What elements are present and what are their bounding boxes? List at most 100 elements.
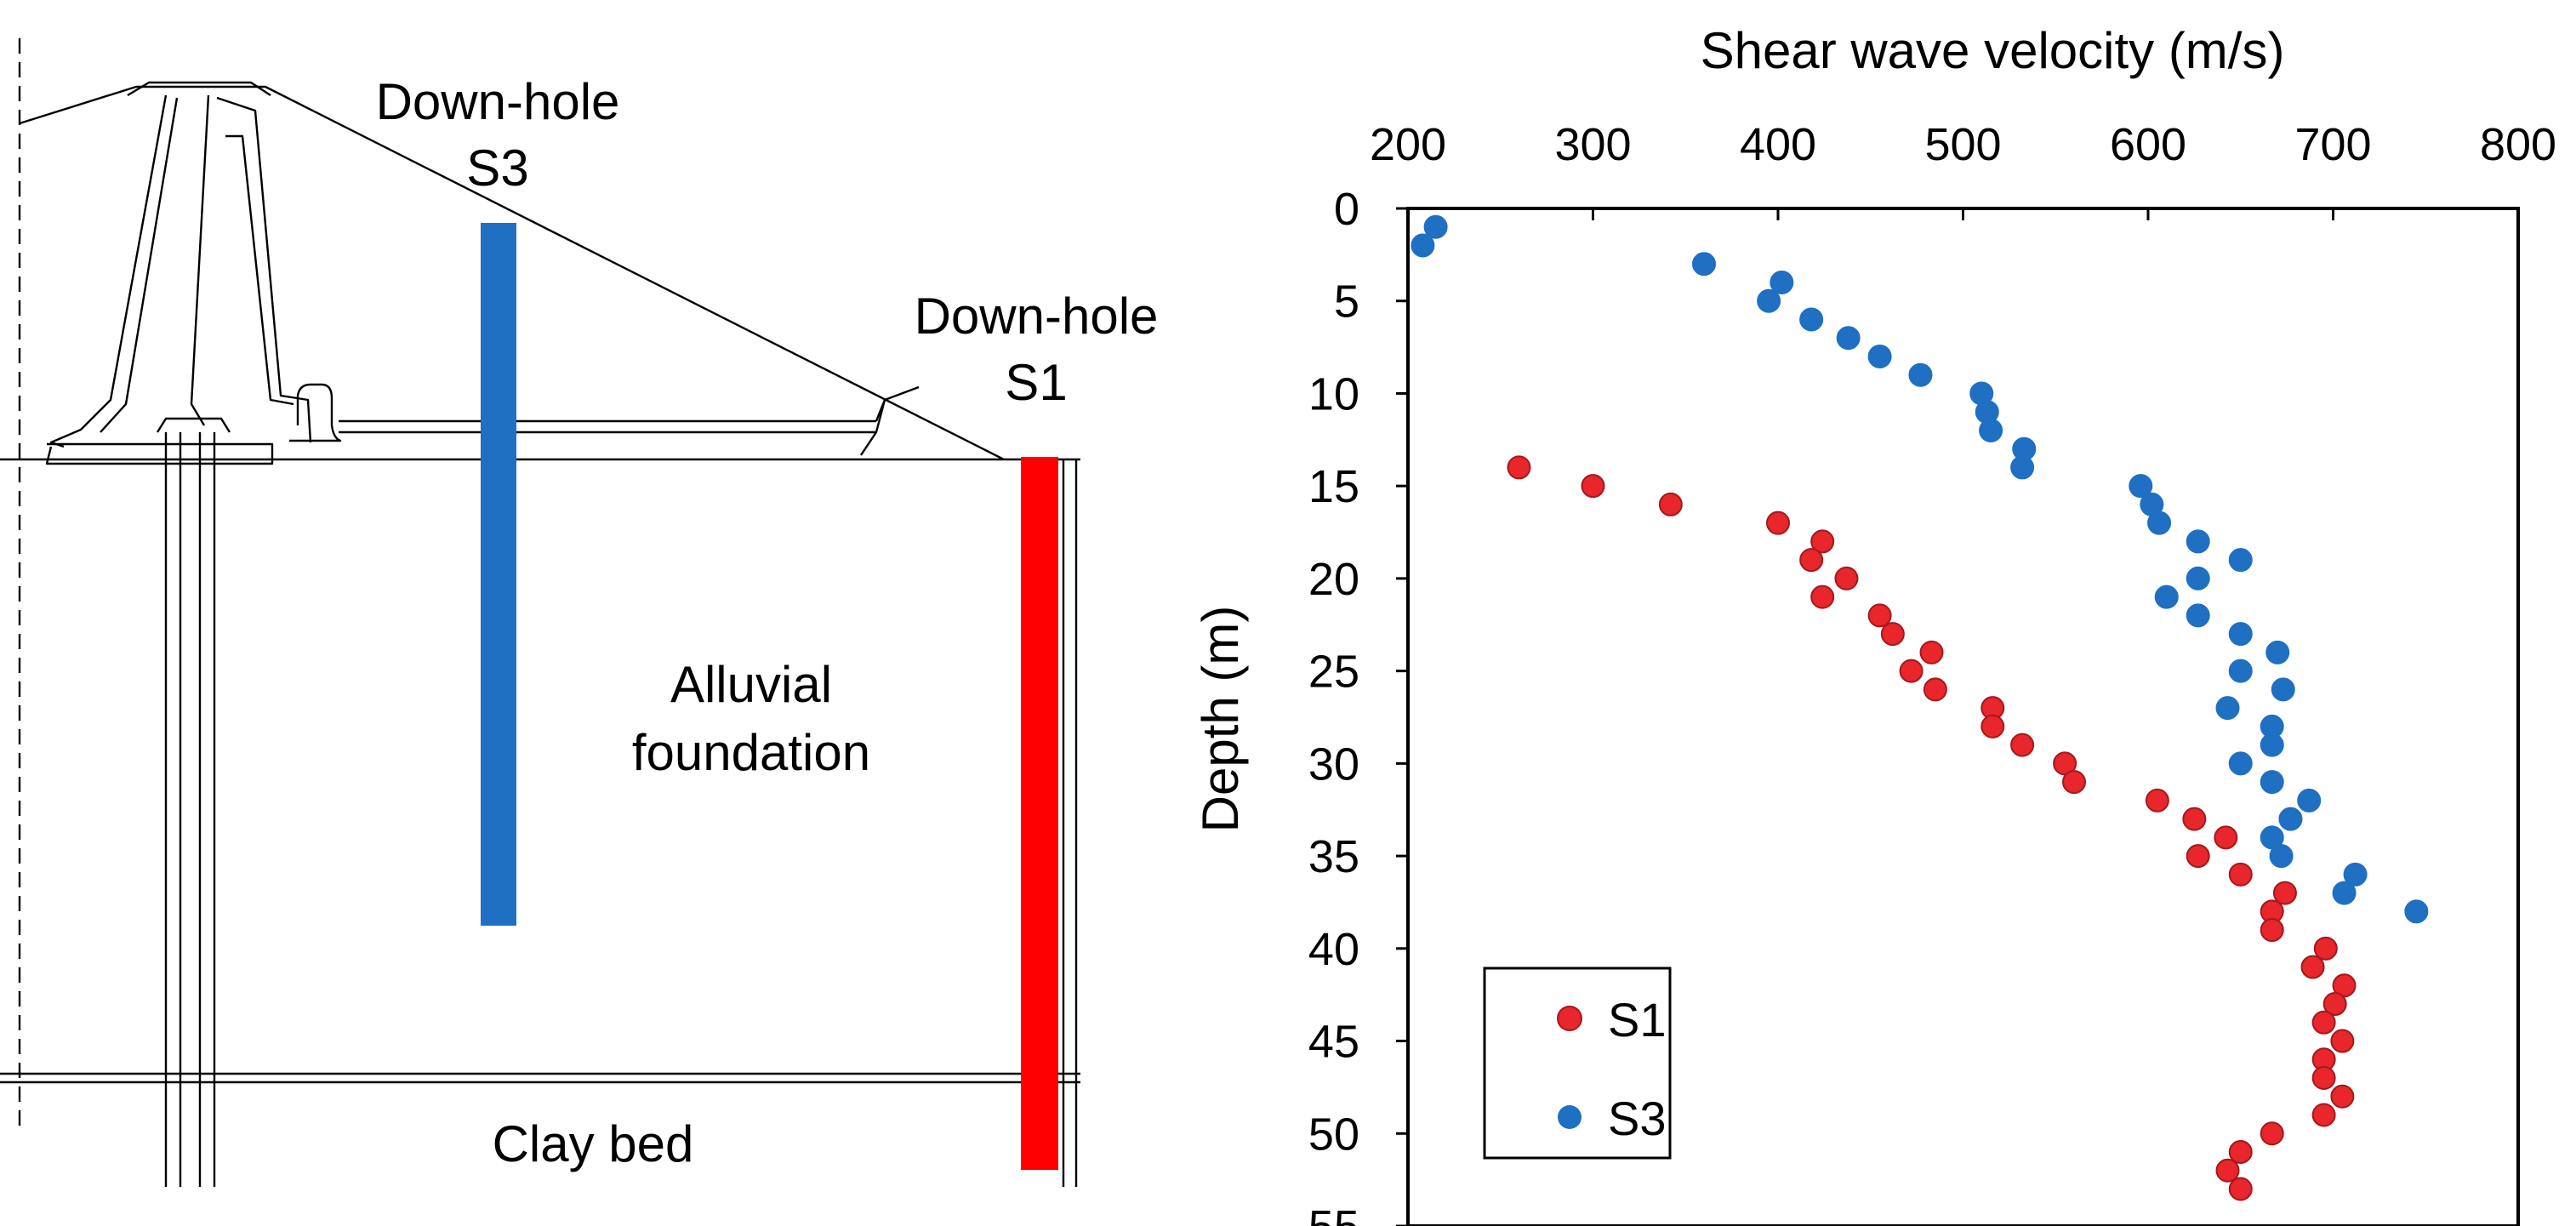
data-point-s1 <box>2228 1177 2253 1201</box>
y-tick-label: 35 <box>1308 831 1359 882</box>
data-point-s3 <box>2343 862 2368 887</box>
data-point-s1 <box>2313 936 2338 961</box>
y-tick-label: 20 <box>1308 554 1359 605</box>
series-points <box>1411 214 2429 1201</box>
data-point-s1 <box>2010 733 2035 757</box>
y-tick-labels: 0 5 10 15 20 25 30 35 40 45 50 55 <box>1308 184 1359 1226</box>
core-wall-right <box>216 96 312 443</box>
data-point-s3 <box>2228 622 2253 647</box>
chart: Shear wave velocity (m/s) Depth (m) 200 3… <box>1192 22 2556 1226</box>
borehole-s3 <box>481 223 516 926</box>
legend: S1 S3 <box>1483 967 1672 1160</box>
data-point-s3 <box>2260 770 2284 795</box>
data-point-s1 <box>2311 1103 2336 1127</box>
data-point-s1 <box>2182 807 2207 831</box>
data-point-s3 <box>2278 807 2303 831</box>
data-point-s1 <box>2186 844 2210 869</box>
data-point-s3 <box>2228 659 2253 683</box>
data-point-s1 <box>1799 548 1824 573</box>
data-point-s1 <box>1810 529 1835 554</box>
y-tick-label: 30 <box>1308 738 1359 790</box>
data-point-s3 <box>2271 677 2295 702</box>
plot-frame <box>1406 207 2520 1226</box>
label-s1-line2: S1 <box>1005 354 1067 411</box>
data-point-s3 <box>1757 288 1781 313</box>
label-s3-line1: Down-hole <box>376 73 620 130</box>
data-point-s1 <box>1766 510 1790 535</box>
data-point-s1 <box>2145 788 2169 813</box>
core-wall-mid <box>190 94 210 426</box>
data-point-s1 <box>2062 770 2086 795</box>
data-point-s1 <box>1923 677 1947 702</box>
data-point-s1 <box>1980 714 2005 738</box>
data-point-s3 <box>2186 603 2210 628</box>
x-tick-label: 300 <box>1554 119 1631 170</box>
x-tick-label: 500 <box>1924 119 2001 170</box>
data-point-s1 <box>1507 455 1531 480</box>
x-tick-label: 400 <box>1740 119 1816 170</box>
data-point-s3 <box>2228 548 2253 573</box>
data-point-s1 <box>2300 955 2325 979</box>
legend-marker-s3 <box>1558 1105 1582 1129</box>
data-point-s1 <box>2260 918 2284 943</box>
y-tick-label: 45 <box>1308 1017 1359 1068</box>
x-tick-label: 200 <box>1370 119 1446 170</box>
data-point-s1 <box>2330 1029 2355 1053</box>
label-foundation-line1: Alluvial <box>670 656 832 713</box>
y-tick-label: 15 <box>1308 461 1359 512</box>
legend-box <box>1483 967 1672 1160</box>
data-point-s3 <box>2265 640 2290 664</box>
x-tick-label: 800 <box>2480 119 2556 170</box>
data-point-s3 <box>2332 881 2357 905</box>
core-wall-left-inner <box>100 97 179 433</box>
dam-outline <box>19 85 1005 461</box>
data-point-s3 <box>2269 844 2294 869</box>
data-point-s3 <box>1867 344 1892 368</box>
x-tick-label: 600 <box>2110 119 2186 170</box>
data-point-s1 <box>2330 1084 2355 1109</box>
y-tick-label: 25 <box>1308 647 1359 698</box>
data-point-s3 <box>1908 362 1933 387</box>
data-point-s3 <box>2154 584 2179 609</box>
y-tick-label: 5 <box>1334 277 1359 328</box>
label-s1-line1: Down-hole <box>915 288 1159 345</box>
data-point-s1 <box>2228 1140 2253 1165</box>
data-point-s1 <box>1867 603 1892 628</box>
label-foundation-line2: foundation <box>632 724 870 781</box>
y-tick-label: 55 <box>1308 1201 1359 1226</box>
data-point-s1 <box>1658 492 1683 516</box>
data-point-s3 <box>2186 566 2210 590</box>
y-tick-label: 0 <box>1334 184 1359 235</box>
data-point-s1 <box>2311 1066 2336 1091</box>
data-point-s1 <box>2214 825 2238 850</box>
data-point-s3 <box>1423 214 1448 239</box>
y-tick-label: 40 <box>1308 924 1359 975</box>
y-tick-label: 50 <box>1308 1109 1359 1160</box>
borehole-s1 <box>1021 457 1058 1170</box>
data-point-s1 <box>2311 1010 2336 1035</box>
data-point-s3 <box>2215 696 2240 721</box>
data-point-s3 <box>2260 733 2284 757</box>
data-point-s1 <box>2272 881 2297 905</box>
data-point-s3 <box>1836 326 1861 351</box>
legend-marker-s1 <box>1557 1006 1582 1031</box>
toe-structure <box>289 383 342 442</box>
dam-crest <box>127 81 271 97</box>
data-point-s1 <box>2322 992 2347 1017</box>
data-point-s1 <box>2215 1158 2240 1183</box>
y-tick-label: 10 <box>1308 368 1359 419</box>
data-point-s3 <box>1979 418 2003 442</box>
gallery-slope <box>860 399 886 456</box>
x-tick-label: 700 <box>2294 119 2371 170</box>
label-s3-line2: S3 <box>466 140 528 197</box>
data-point-s3 <box>2404 899 2429 924</box>
legend-label-s3: S3 <box>1608 1092 1667 1145</box>
cutoff-wall-cap <box>156 417 231 433</box>
data-point-s3 <box>2297 788 2322 813</box>
data-point-s3 <box>2147 510 2172 535</box>
core-wall-right-inner <box>225 134 294 406</box>
data-point-s1 <box>1810 584 1835 609</box>
data-point-s3 <box>1692 252 1716 277</box>
label-clay-bed: Clay bed <box>493 1115 694 1172</box>
